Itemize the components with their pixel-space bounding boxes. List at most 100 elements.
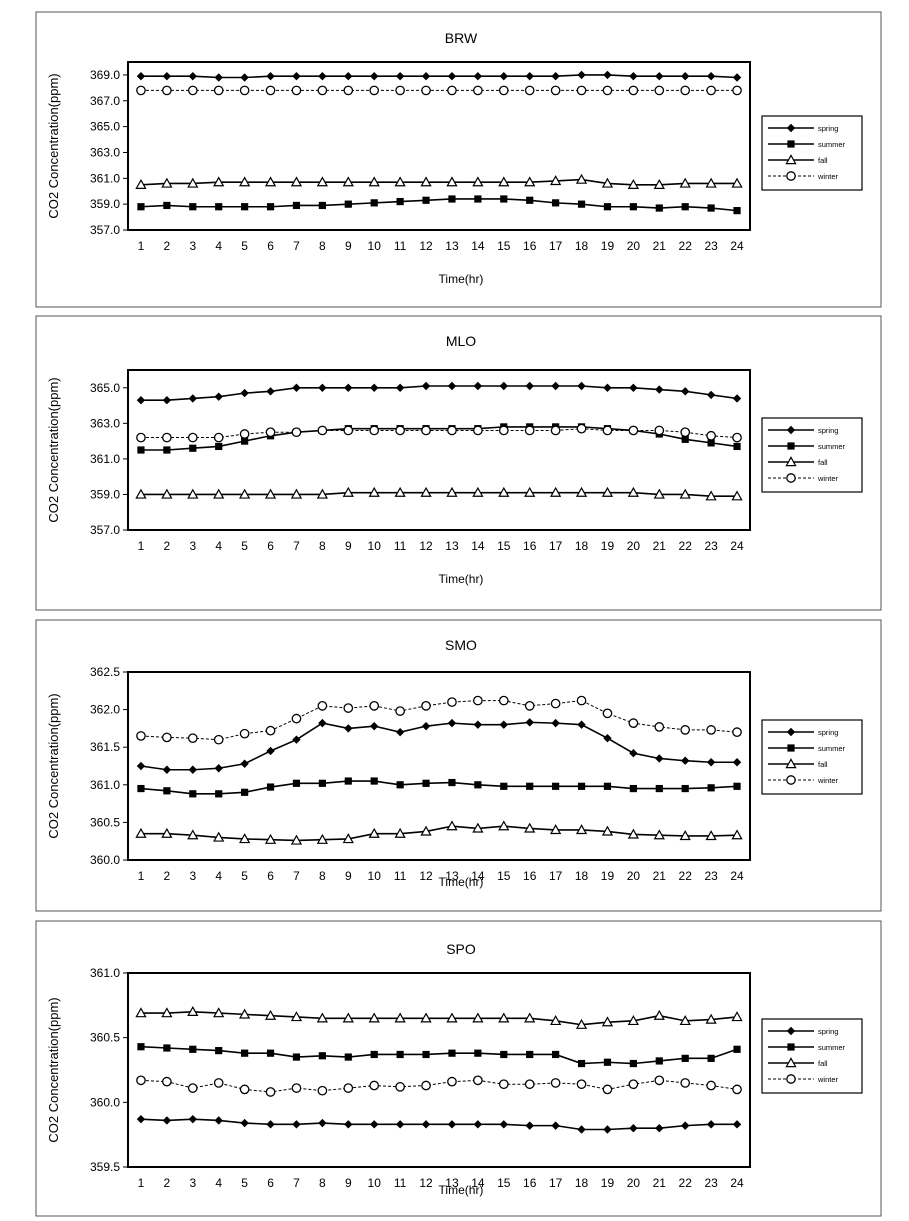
data-point [188, 72, 197, 81]
data-point [681, 387, 690, 396]
data-point [162, 72, 172, 81]
legend-label: spring [818, 426, 838, 435]
data-point [653, 1009, 665, 1020]
x-tick-label: 3 [189, 239, 196, 253]
x-tick-label: 21 [653, 869, 667, 883]
data-point [188, 765, 197, 774]
x-tick-label: 13 [445, 869, 459, 883]
data-point [577, 70, 586, 80]
data-point [264, 833, 277, 844]
data-point [370, 72, 379, 81]
x-tick-label: 9 [345, 1176, 352, 1190]
series-winter [136, 1075, 742, 1097]
data-point [603, 782, 612, 790]
data-point [187, 1083, 198, 1093]
data-point [526, 196, 534, 204]
x-tick-label: 3 [189, 869, 196, 883]
data-point [266, 1049, 275, 1057]
data-point [550, 1078, 561, 1088]
x-tick-label: 12 [419, 239, 433, 253]
data-point [473, 1075, 483, 1086]
series-summer [137, 1043, 741, 1068]
data-point [137, 446, 145, 454]
data-point [318, 201, 326, 210]
data-point [161, 488, 173, 499]
data-point [344, 200, 352, 208]
y-tick-label: 363.0 [90, 416, 120, 430]
data-point [551, 72, 560, 81]
data-point [162, 765, 172, 774]
x-tick-label: 20 [627, 539, 641, 553]
data-point [422, 196, 430, 204]
data-point [550, 425, 561, 436]
data-point [396, 781, 404, 789]
data-point [733, 1045, 741, 1053]
legend-label: winter [817, 1075, 839, 1084]
data-point [292, 1053, 301, 1061]
data-point [344, 1053, 352, 1061]
data-point [421, 1080, 431, 1091]
data-point [603, 1058, 612, 1066]
data-point [446, 176, 458, 187]
data-point [240, 388, 249, 398]
data-point [214, 73, 223, 82]
data-point [214, 392, 223, 401]
data-point [731, 1011, 743, 1022]
data-point [395, 383, 405, 392]
data-point [213, 734, 224, 745]
x-tick-label: 12 [419, 539, 433, 553]
data-point [499, 1120, 508, 1129]
x-tick-label: 14 [471, 239, 485, 253]
data-point [524, 700, 535, 711]
data-point [318, 383, 327, 392]
data-point [342, 486, 354, 497]
data-point [733, 207, 741, 215]
y-tick-label: 357.0 [90, 223, 120, 237]
data-point [318, 718, 327, 728]
data-point [265, 1087, 276, 1097]
y-tick-label: 361.0 [90, 171, 120, 185]
data-point [498, 176, 510, 187]
data-point [137, 784, 145, 793]
x-tick-label: 22 [679, 869, 693, 883]
x-tick-label: 6 [267, 239, 274, 253]
data-point [447, 697, 457, 707]
data-point [446, 486, 458, 497]
data-point [187, 488, 199, 499]
data-point [395, 72, 405, 81]
data-point [395, 706, 405, 716]
data-point [292, 1120, 301, 1129]
x-tick-label: 17 [549, 539, 563, 553]
data-point [576, 423, 587, 434]
x-tick-label: 4 [215, 239, 222, 253]
data-point [292, 735, 301, 744]
data-point [162, 732, 172, 743]
data-point [162, 1076, 172, 1087]
x-tick-label: 10 [368, 869, 382, 883]
data-point [317, 85, 328, 96]
x-tick-label: 3 [189, 1176, 196, 1190]
data-point [577, 1125, 586, 1134]
legend-label: summer [818, 140, 846, 149]
data-point [446, 820, 458, 831]
series-summer [137, 777, 741, 798]
x-tick-label: 9 [345, 869, 352, 883]
data-point [577, 1059, 586, 1068]
data-point [705, 830, 717, 841]
x-tick-label: 15 [497, 1176, 511, 1190]
x-tick-label: 4 [215, 539, 222, 553]
chart-title: MLO [446, 333, 476, 349]
data-point [187, 432, 198, 443]
series-line [140, 1079, 738, 1093]
y-axis-label: CO2 Concentration(ppm) [46, 997, 61, 1142]
data-point [627, 1015, 639, 1026]
y-tick-label: 360.5 [90, 1031, 120, 1045]
data-point [731, 177, 743, 188]
data-point [369, 425, 380, 436]
x-tick-label: 2 [164, 239, 171, 253]
data-point [239, 833, 251, 844]
data-point [368, 176, 380, 187]
data-point [603, 70, 612, 80]
data-point [550, 824, 562, 835]
x-tick-label: 11 [394, 869, 407, 883]
